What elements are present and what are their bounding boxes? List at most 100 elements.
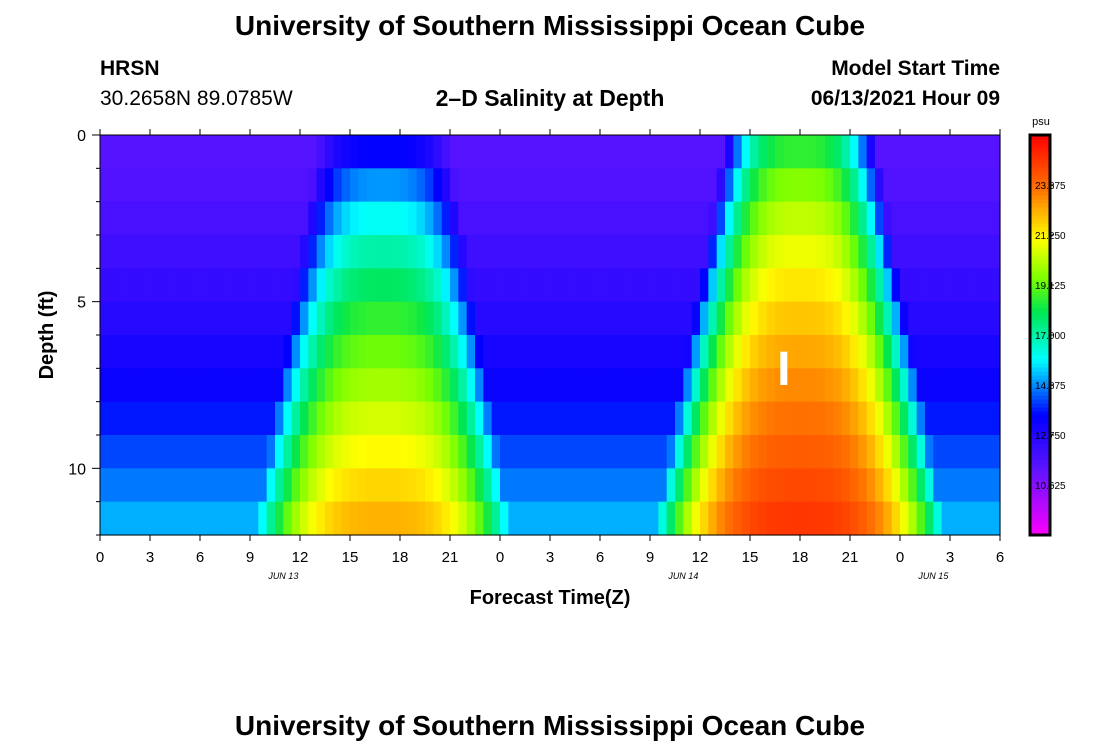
heatmap-cell bbox=[391, 135, 401, 169]
heatmap-cell bbox=[766, 268, 776, 303]
heatmap-cell bbox=[850, 168, 859, 203]
heatmap-cell bbox=[191, 368, 201, 403]
heatmap-cell bbox=[400, 235, 409, 269]
heatmap-cell bbox=[500, 135, 509, 169]
heatmap-cell bbox=[425, 335, 434, 369]
heatmap-cell bbox=[308, 135, 318, 169]
x-tick-label: 9 bbox=[646, 549, 654, 566]
heatmap-cell bbox=[100, 301, 109, 336]
heatmap-cell bbox=[725, 168, 734, 203]
heatmap-cell bbox=[991, 201, 1001, 236]
heatmap-cell bbox=[908, 401, 918, 436]
colorbar-band bbox=[1030, 447, 1050, 452]
heatmap-cell bbox=[975, 301, 984, 336]
heatmap-cell bbox=[950, 468, 959, 503]
heatmap-cell bbox=[408, 168, 418, 203]
heatmap-cell bbox=[925, 201, 934, 236]
heatmap-cell bbox=[500, 301, 509, 336]
heatmap-cell bbox=[425, 368, 434, 403]
heatmap-cell bbox=[800, 201, 809, 236]
heatmap-cell bbox=[516, 335, 526, 369]
heatmap-cell bbox=[325, 201, 334, 236]
heatmap-cell bbox=[550, 335, 559, 369]
heatmap-cell bbox=[975, 135, 984, 169]
heatmap-cell bbox=[925, 135, 934, 169]
heatmap-cell bbox=[891, 235, 901, 269]
heatmap-cell bbox=[650, 335, 659, 369]
colorbar-band bbox=[1030, 495, 1050, 500]
heatmap-cell bbox=[833, 235, 843, 269]
heatmap-cell bbox=[175, 435, 184, 469]
heatmap-cell bbox=[116, 435, 126, 469]
heatmap-cell bbox=[891, 468, 901, 503]
heatmap-cell bbox=[683, 135, 693, 169]
heatmap-cell bbox=[391, 468, 401, 503]
heatmap-cell bbox=[366, 435, 376, 469]
heatmap-cell bbox=[533, 201, 543, 236]
heatmap-cell bbox=[641, 435, 651, 469]
heatmap-cell bbox=[800, 435, 809, 469]
heatmap-cell bbox=[833, 435, 843, 469]
heatmap-cell bbox=[500, 335, 509, 369]
heatmap-cell bbox=[908, 501, 918, 536]
heatmap-cell bbox=[116, 301, 126, 336]
heatmap-cell bbox=[533, 335, 543, 369]
heatmap-cell bbox=[883, 368, 893, 403]
heatmap-cell bbox=[650, 168, 659, 203]
heatmap-cell bbox=[508, 468, 518, 503]
heatmap-cell bbox=[750, 501, 759, 536]
heatmap-cell bbox=[158, 201, 168, 236]
heatmap-cell bbox=[483, 301, 493, 336]
heatmap-cell bbox=[808, 335, 818, 369]
heatmap-cell bbox=[891, 401, 901, 436]
heatmap-cell bbox=[633, 368, 643, 403]
heatmap-cell bbox=[841, 401, 851, 436]
heatmap-cell bbox=[266, 301, 276, 336]
heatmap-cell bbox=[183, 368, 193, 403]
heatmap-cell bbox=[166, 501, 176, 536]
heatmap-cell bbox=[341, 135, 351, 169]
heatmap-cell bbox=[200, 135, 209, 169]
heatmap-cell bbox=[725, 401, 734, 436]
marker-label: I bbox=[0, 0, 1, 1]
heatmap-cell bbox=[966, 235, 976, 269]
heatmap-cell bbox=[433, 168, 443, 203]
heatmap-cell bbox=[700, 235, 709, 269]
heatmap-cell bbox=[675, 201, 684, 236]
heatmap-cell bbox=[516, 201, 526, 236]
heatmap-cell bbox=[233, 168, 243, 203]
heatmap-cell bbox=[808, 201, 818, 236]
heatmap-cell bbox=[133, 135, 143, 169]
heatmap-cell bbox=[216, 268, 226, 303]
heatmap-cell bbox=[816, 201, 826, 236]
heatmap-cell bbox=[191, 268, 201, 303]
heatmap-cell bbox=[466, 235, 476, 269]
colorbar-band bbox=[1030, 403, 1050, 408]
heatmap-cell bbox=[391, 335, 401, 369]
heatmap-cell bbox=[400, 368, 409, 403]
heatmap-cell bbox=[108, 235, 118, 269]
heatmap-cell bbox=[875, 435, 884, 469]
heatmap-cell bbox=[958, 301, 968, 336]
heatmap-cell bbox=[375, 468, 384, 503]
heatmap-cell bbox=[300, 168, 309, 203]
heatmap-cell bbox=[583, 468, 593, 503]
heatmap-cell bbox=[558, 335, 568, 369]
heatmap-cell bbox=[400, 401, 409, 436]
heatmap-cell bbox=[933, 268, 943, 303]
heatmap-cell bbox=[650, 301, 659, 336]
heatmap-cell bbox=[133, 268, 143, 303]
heatmap-cell bbox=[883, 135, 893, 169]
heatmap-cell bbox=[125, 468, 134, 503]
heatmap-cell bbox=[466, 301, 476, 336]
heatmap-cell bbox=[250, 168, 259, 203]
heatmap-cell bbox=[383, 368, 393, 403]
heatmap-cell bbox=[133, 401, 143, 436]
heatmap-cell bbox=[766, 301, 776, 336]
heatmap-cell bbox=[333, 401, 343, 436]
heatmap-cell bbox=[366, 368, 376, 403]
colorbar-band bbox=[1030, 299, 1050, 304]
heatmap-cell bbox=[775, 201, 784, 236]
heatmap-cell bbox=[666, 168, 676, 203]
heatmap-cell bbox=[783, 268, 793, 303]
